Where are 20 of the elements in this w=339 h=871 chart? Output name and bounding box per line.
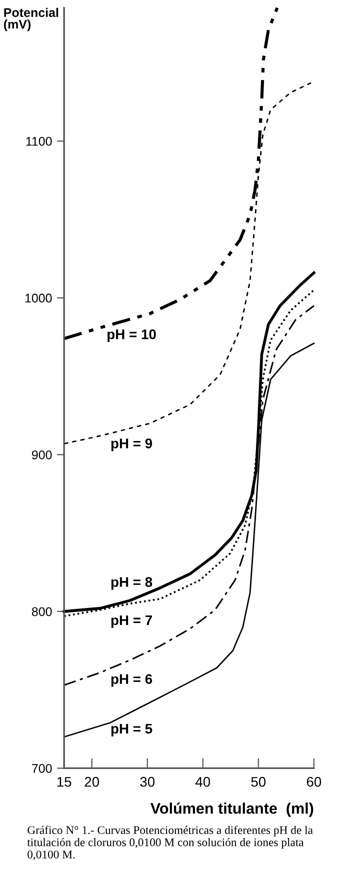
series-label: pH = 6 (111, 674, 152, 687)
series-label: pH = 7 (111, 615, 152, 628)
y-axis-title: Potencial (mV) (4, 8, 58, 32)
x-tick-label: 30 (140, 776, 155, 787)
y-tick-label: 1100 (26, 136, 52, 146)
x-tick-label: 40 (195, 776, 210, 787)
x-tick-label: 15 (57, 777, 72, 787)
y-tick-label: 800 (32, 607, 52, 616)
series-label: pH = 10 (108, 329, 156, 342)
series-label: pH = 5 (111, 724, 152, 736)
y-tick-label: 700 (32, 764, 52, 773)
y-tick-label: 900 (32, 450, 52, 460)
x-axis-title: Volúmen titulante (ml) (150, 802, 314, 817)
text: Gráfico N° 1.- Curvas Potenciométricas a diferentes pH de la titulación de cloruros 0,0100 M con solución de iones plata 0,0100 M. (27, 826, 313, 860)
series-label: pH = 8 (111, 577, 152, 590)
x-tick-label: 50 (251, 776, 266, 787)
y-tick-label: 1000 (25, 294, 52, 303)
x-tick-label: 60 (306, 776, 322, 787)
series-label: pH = 9 (111, 438, 152, 452)
x-tick-label: 20 (84, 776, 100, 787)
